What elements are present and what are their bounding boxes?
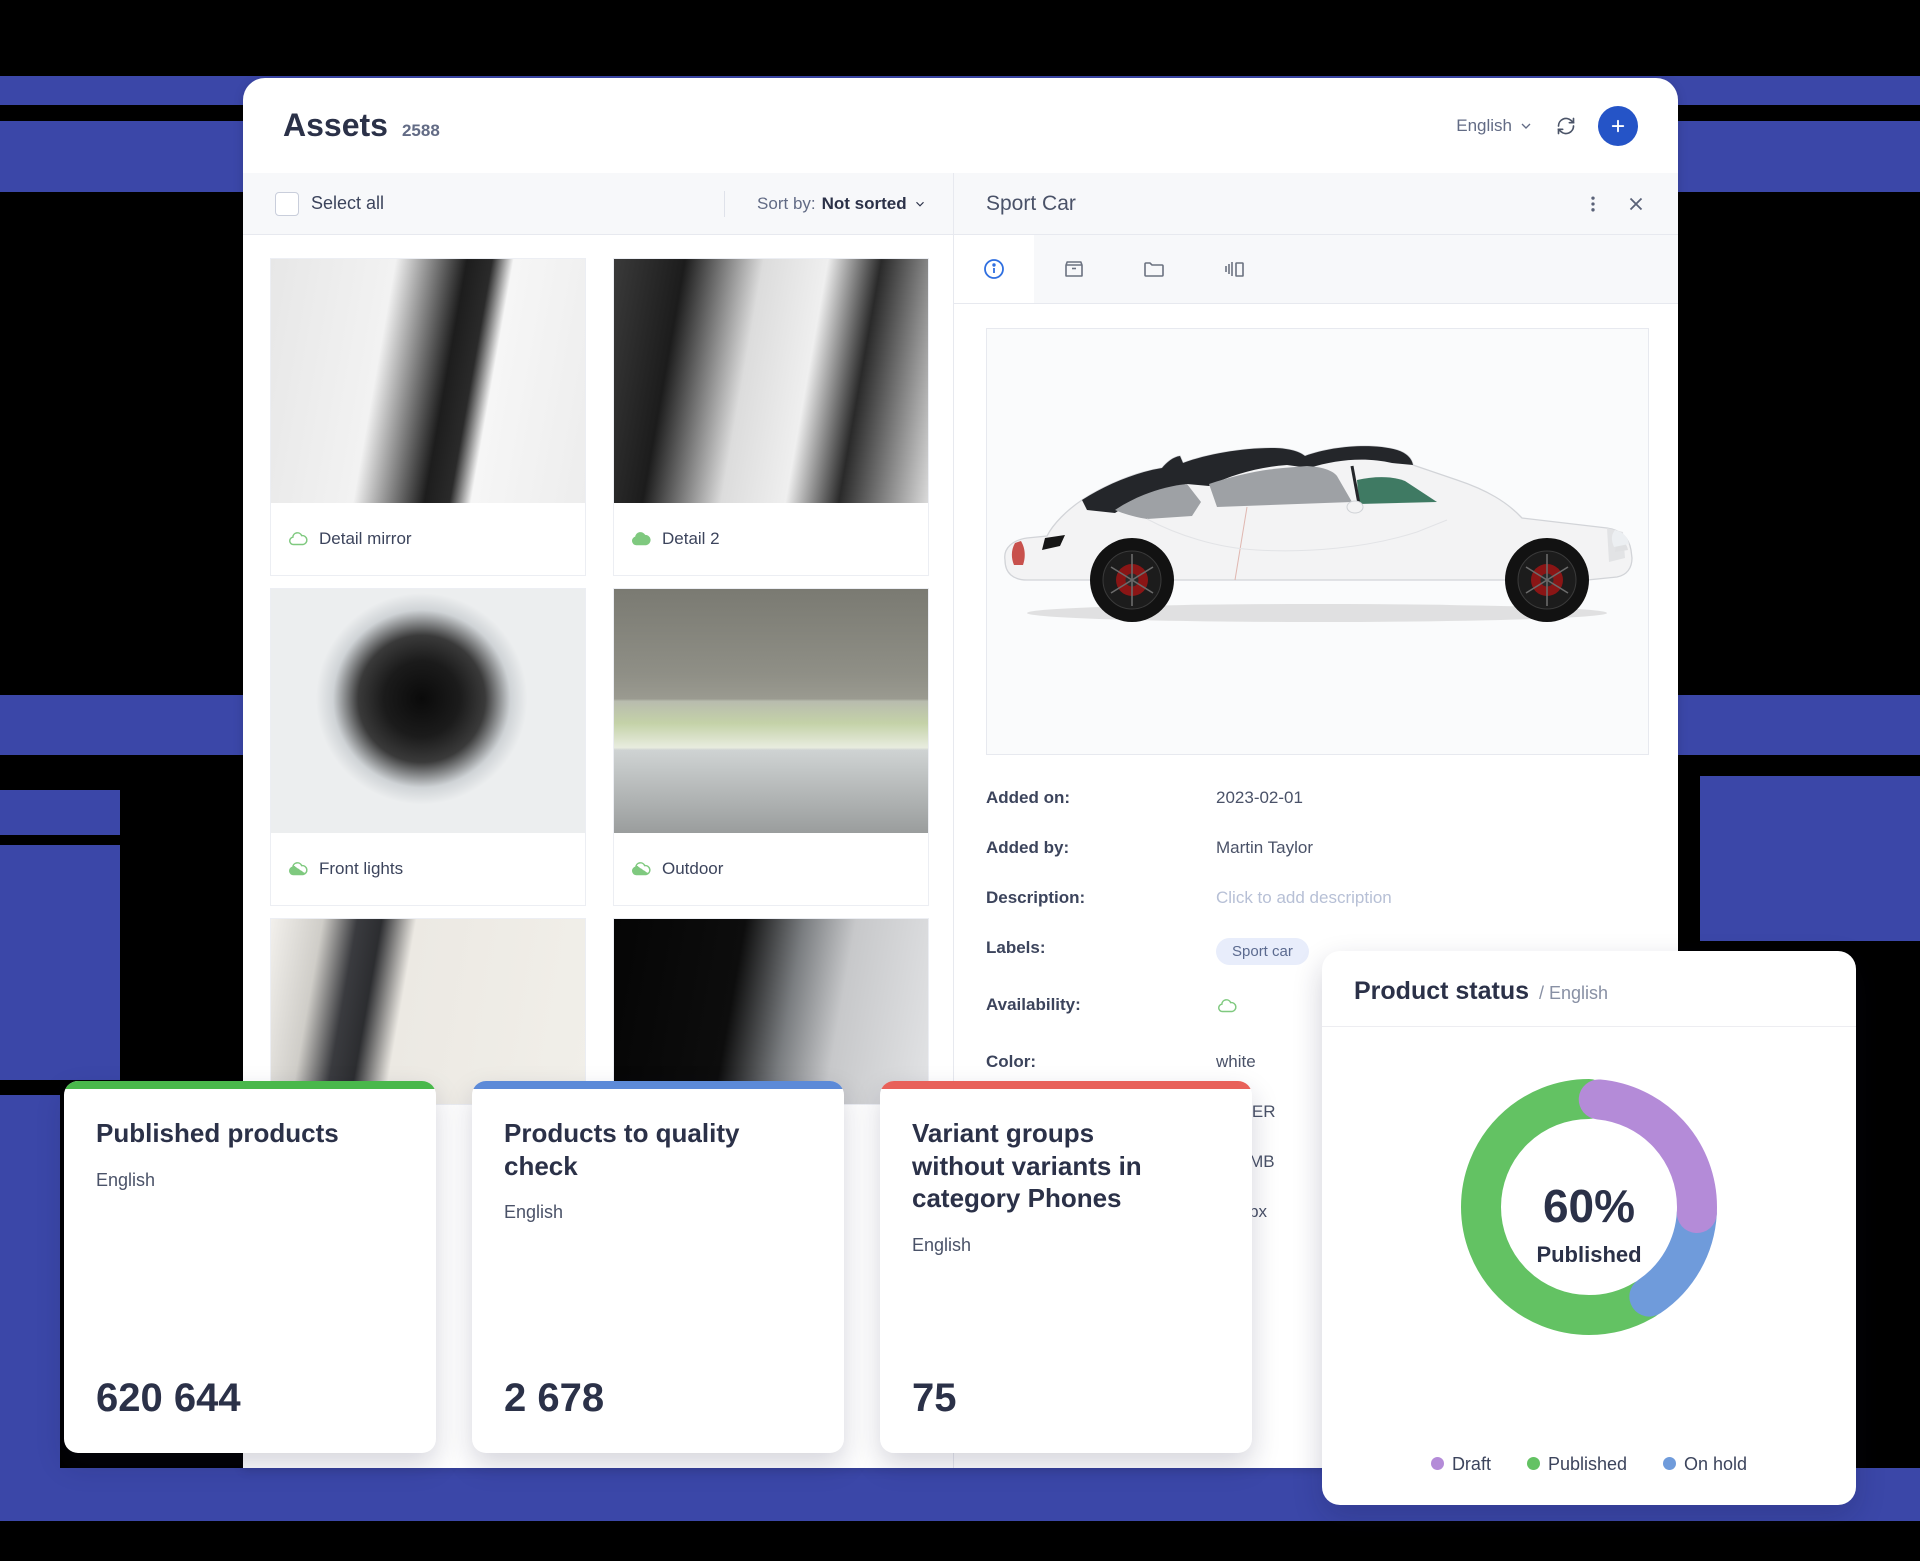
svg-text:60%: 60% xyxy=(1543,1180,1635,1232)
svg-text:Published: Published xyxy=(1536,1242,1641,1267)
